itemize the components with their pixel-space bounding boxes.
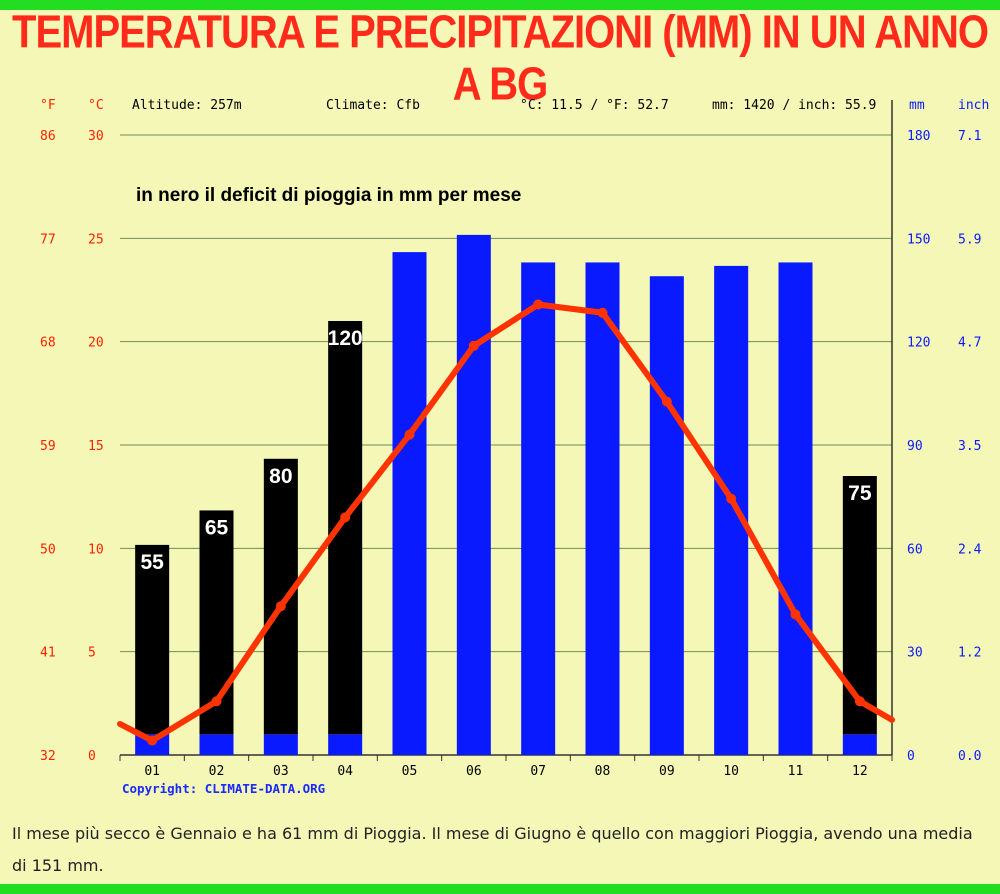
temperature-point	[597, 307, 608, 318]
precipitation-bar	[778, 262, 813, 755]
chart-caption: Il mese più secco è Gennaio e ha 61 mm d…	[12, 824, 973, 875]
deficit-bar	[135, 544, 170, 735]
tick-label-mm: 150	[907, 232, 930, 247]
copyright-label: Copyright: CLIMATE-DATA.ORG	[122, 781, 325, 796]
x-tick-label: 04	[337, 764, 353, 779]
temperature-point	[404, 429, 415, 440]
deficit-annotation: in nero il deficit di pioggia in mm per …	[136, 185, 521, 206]
temperature-point	[790, 609, 801, 620]
precipitation-bar	[199, 734, 234, 755]
tick-label-f: 77	[40, 232, 56, 247]
tick-label-mm: 0	[907, 749, 915, 764]
total-rain-label: mm: 1420 / inch: 55.9	[712, 98, 876, 113]
tick-label-f: 32	[40, 749, 56, 764]
tick-label-inch: 4.7	[958, 336, 981, 351]
temperature-point	[854, 696, 865, 707]
x-tick-label: 02	[209, 764, 225, 779]
top-border	[0, 0, 1000, 10]
temperature-point	[340, 512, 351, 523]
temperature-point	[468, 340, 479, 351]
tick-label-c: 30	[88, 129, 104, 144]
x-tick-label: 09	[659, 764, 675, 779]
x-tick-label: 01	[144, 764, 160, 779]
deficit-bar	[328, 321, 363, 735]
x-tick-label: 07	[530, 764, 546, 779]
temperature-point	[533, 299, 544, 310]
deficit-label: 75	[848, 482, 872, 505]
tick-label-mm: 30	[907, 646, 923, 661]
axis-ticks: 32 0 0 0.0 41 5 30 1.2 50 10 60 2.4 59 15 90 3.5 68 20 120…	[40, 129, 982, 764]
tick-label-f: 50	[40, 542, 56, 557]
precipitation-bar	[585, 262, 620, 755]
temperature-series-line	[117, 301, 895, 744]
tick-label-inch: 5.9	[958, 232, 981, 247]
deficit-label: 65	[205, 516, 229, 539]
axis-unit-c: °C	[88, 98, 104, 113]
temperature-point	[661, 396, 672, 407]
tick-label-f: 86	[40, 129, 56, 144]
grid-lines	[119, 100, 893, 761]
tick-label-inch: 2.4	[958, 542, 982, 557]
precipitation-bar	[649, 276, 684, 755]
tick-label-inch: 0.0	[958, 749, 981, 764]
temperature-point	[147, 735, 158, 746]
tick-label-c: 20	[88, 336, 104, 351]
x-tick-label: 03	[273, 764, 289, 779]
precipitation-bar	[842, 734, 877, 755]
tick-label-mm: 180	[907, 129, 930, 144]
tick-label-inch: 1.2	[958, 646, 981, 661]
climate-label: Climate: Cfb	[326, 98, 420, 113]
x-tick-label: 05	[402, 764, 418, 779]
deficit-label: 80	[269, 465, 292, 488]
tick-label-mm: 120	[907, 336, 930, 351]
tick-label-c: 5	[88, 646, 96, 661]
x-tick-label: 12	[852, 764, 868, 779]
x-tick-label: 08	[595, 764, 611, 779]
tick-label-f: 41	[40, 646, 56, 661]
x-tick-label: 10	[723, 764, 739, 779]
axis-unit-inch: inch	[958, 98, 989, 113]
month-labels: 01 02 03 04 05 06 07 08 09 10 11 12	[144, 764, 867, 779]
tick-label-mm: 90	[907, 439, 923, 454]
tick-label-c: 25	[88, 232, 104, 247]
precipitation-bar	[456, 234, 491, 755]
chart-title: TEMPERATURA E PRECIPITAZIONI (MM) IN UN …	[12, 7, 989, 110]
tick-label-c: 0	[88, 749, 96, 764]
temperature-line	[117, 299, 895, 746]
axis-unit-mm: mm	[909, 98, 925, 113]
precipitation-bar	[521, 262, 556, 755]
deficit-bar	[263, 458, 298, 735]
tick-label-c: 10	[88, 542, 104, 557]
x-tick-label: 11	[788, 764, 804, 779]
axis-unit-f: °F	[40, 98, 56, 113]
avg-temp-label: °C: 11.5 / °F: 52.7	[520, 98, 669, 113]
precipitation-bar	[328, 734, 363, 755]
tick-label-mm: 60	[907, 542, 923, 557]
tick-label-f: 68	[40, 336, 56, 351]
precipitation-bar	[714, 265, 749, 755]
deficit-label: 55	[140, 551, 164, 574]
temperature-point	[275, 601, 286, 612]
tick-label-c: 15	[88, 439, 104, 454]
precipitation-bars	[135, 234, 877, 755]
deficit-bars: 55 65 80 120 75	[135, 321, 877, 735]
temperature-point	[211, 696, 222, 707]
tick-label-inch: 3.5	[958, 439, 981, 454]
tick-label-f: 59	[40, 439, 56, 454]
info-header: Altitude: 257m Climate: Cfb °C: 11.5 / °…	[40, 98, 989, 113]
precipitation-bar	[263, 734, 298, 755]
tick-label-inch: 7.1	[958, 129, 981, 144]
precipitation-bar	[392, 252, 427, 755]
bottom-border	[0, 884, 1000, 894]
deficit-label: 120	[328, 327, 363, 350]
deficit-bar	[842, 476, 877, 735]
temperature-point	[726, 493, 737, 504]
altitude-label: Altitude: 257m	[132, 98, 242, 113]
x-tick-label: 06	[466, 764, 482, 779]
